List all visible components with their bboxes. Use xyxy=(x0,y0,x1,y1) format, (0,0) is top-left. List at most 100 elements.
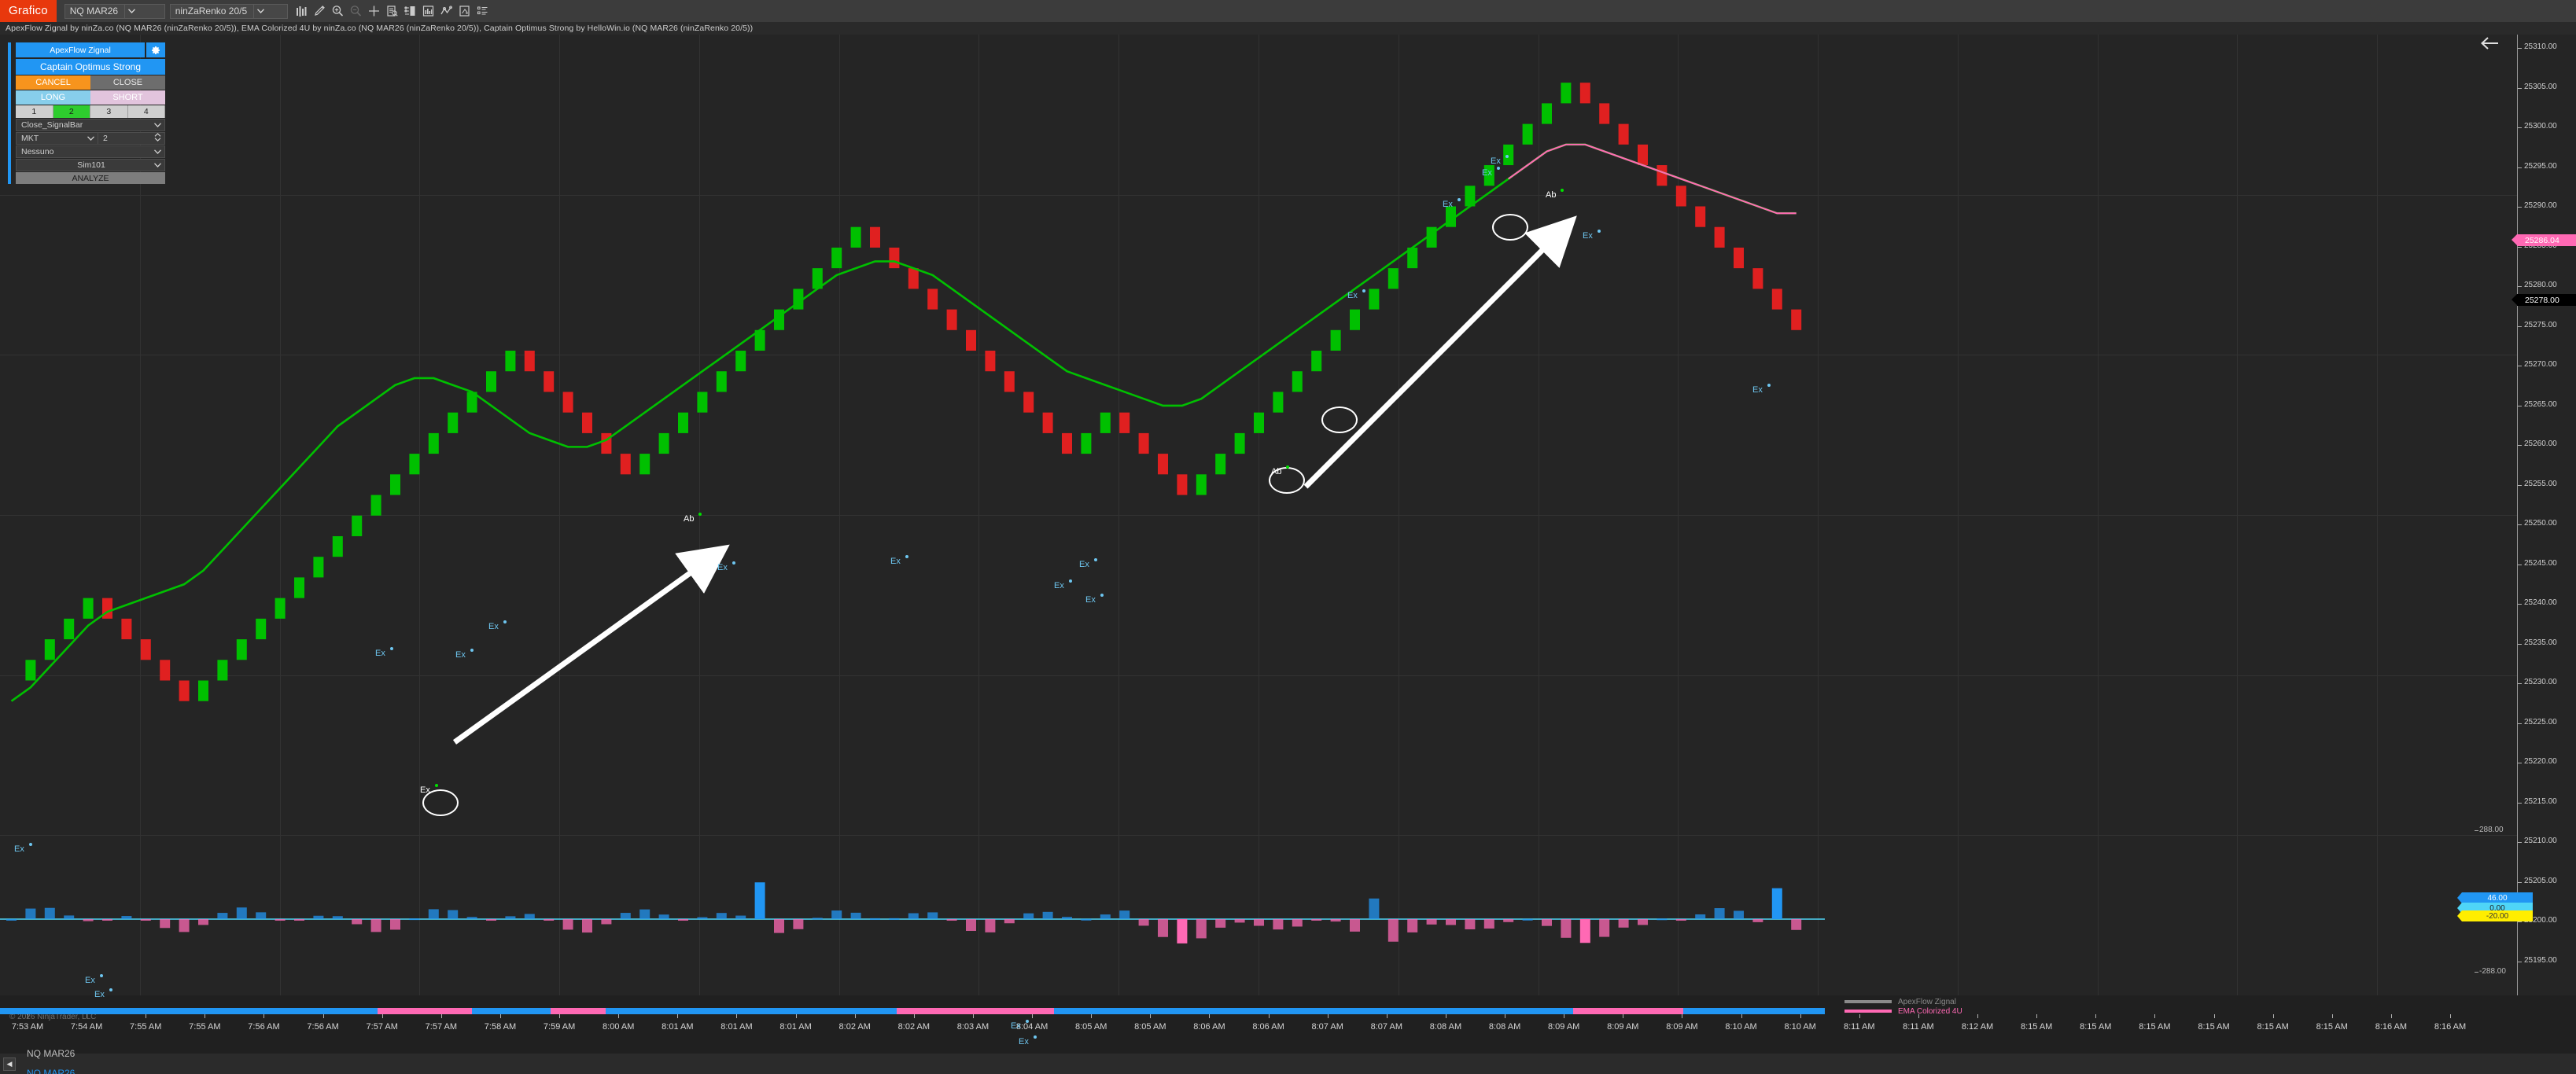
pencil-icon[interactable] xyxy=(311,2,329,20)
session-strip[interactable] xyxy=(0,1008,2576,1014)
price-tick-label: 25260.00 xyxy=(2524,440,2557,448)
indicator-bar xyxy=(812,918,823,920)
zoom-in-icon[interactable] xyxy=(329,2,347,20)
indicator-bar xyxy=(1675,919,1686,921)
indicator-bar xyxy=(831,910,842,919)
close-button[interactable]: CLOSE xyxy=(90,75,165,90)
time-tick-mark xyxy=(1209,1014,1211,1018)
instrument-selector[interactable]: NQ MAR26 xyxy=(64,3,165,19)
price-tick-label: 25230.00 xyxy=(2524,678,2557,686)
annot-ab: Ab xyxy=(1546,190,1557,200)
indicator-bar xyxy=(870,918,880,920)
renko-brick xyxy=(505,351,516,372)
time-tick-label: 8:02 AM xyxy=(838,1022,871,1032)
session-segment[interactable] xyxy=(472,1008,551,1014)
data-series-icon[interactable] xyxy=(383,2,401,20)
indicator-bar xyxy=(44,907,55,919)
renko-brick xyxy=(160,660,171,681)
short-button[interactable]: SHORT xyxy=(90,90,165,105)
indicator-bar xyxy=(620,913,631,919)
time-axis[interactable]: 7:53 AM 7:54 AM 7:55 AM 7:55 AM 7:56 AM 7:56 … xyxy=(0,1014,2576,1038)
stepper-arrows-icon[interactable] xyxy=(154,133,161,144)
time-tick-label: 8:15 AM xyxy=(2020,1022,2053,1032)
price-tick: 25280.00 xyxy=(2518,281,2557,289)
session-segment[interactable] xyxy=(606,1008,897,1014)
annot-ex: Ex xyxy=(1085,595,1096,605)
session-segment[interactable] xyxy=(1314,1008,1573,1014)
legend-label: EMA Colorized 4U xyxy=(1898,1006,1962,1016)
atm-template-value: Nessuno xyxy=(21,147,54,156)
order-type-select[interactable]: MKT xyxy=(16,132,98,145)
annot-ex: Ex xyxy=(488,622,499,631)
session-segment[interactable] xyxy=(1054,1008,1125,1014)
time-tick-mark xyxy=(2095,1014,2097,1018)
quantity-option-2[interactable]: 2 xyxy=(53,105,90,118)
time-tick-label: 8:09 AM xyxy=(1607,1022,1639,1032)
legend-label: ApexFlow Zignal xyxy=(1898,997,1956,1006)
time-tick-label: 7:53 AM xyxy=(11,1022,44,1032)
chevron-down-icon[interactable] xyxy=(253,4,267,18)
tab-nq-mar26-1[interactable]: NQ MAR26 xyxy=(27,1048,76,1059)
session-segment[interactable] xyxy=(897,1008,1054,1014)
indicator-bar xyxy=(294,919,304,921)
session-segment[interactable] xyxy=(1125,1008,1314,1014)
renko-brick xyxy=(812,268,823,289)
strategies-icon[interactable] xyxy=(437,2,455,20)
template-icon[interactable] xyxy=(455,2,474,20)
ema-line-alt xyxy=(1508,143,1797,215)
session-segment[interactable] xyxy=(1754,1008,1825,1014)
bars-icon[interactable] xyxy=(293,2,311,20)
renko-brick xyxy=(544,371,555,392)
renko-brick xyxy=(716,371,727,392)
cancel-button[interactable]: CANCEL xyxy=(16,75,90,90)
quantity-option-4[interactable]: 4 xyxy=(127,105,165,118)
quantity-option-1[interactable]: 1 xyxy=(16,105,53,118)
indicator-bar xyxy=(678,919,688,921)
signal-mode-select[interactable]: Close_SignalBar xyxy=(16,119,165,131)
tab-scroll-left-icon[interactable]: ◀ xyxy=(3,1057,16,1071)
chevron-down-icon[interactable] xyxy=(154,147,161,156)
renko-brick xyxy=(1196,474,1207,495)
quantity-option-3[interactable]: 3 xyxy=(90,105,128,118)
zoom-out-icon[interactable] xyxy=(347,2,365,20)
time-tick-label: 8:15 AM xyxy=(2257,1022,2289,1032)
indicator-bar xyxy=(1119,910,1130,919)
price-axis[interactable]: 25310.00 25305.00 25300.00 25295.00 25290.00… xyxy=(2512,35,2576,995)
properties-icon[interactable] xyxy=(401,2,419,20)
price-tick-label: 25225.00 xyxy=(2524,717,2557,726)
session-segment[interactable] xyxy=(0,1008,378,1014)
time-tick-label: 8:05 AM xyxy=(1134,1022,1166,1032)
annotation-dot xyxy=(1505,155,1509,158)
session-segment[interactable] xyxy=(1573,1008,1683,1014)
session-segment[interactable] xyxy=(378,1008,472,1014)
indicator-bar xyxy=(1369,898,1380,919)
tab-nq-mar26-2[interactable]: NQ MAR26 xyxy=(16,1064,86,1074)
chevron-down-icon[interactable] xyxy=(154,160,161,170)
chevron-down-icon[interactable] xyxy=(124,4,138,18)
list-icon[interactable] xyxy=(474,2,492,20)
indicators-icon[interactable] xyxy=(419,2,437,20)
time-tick-label: 7:59 AM xyxy=(543,1022,576,1032)
chevron-down-icon[interactable] xyxy=(87,134,94,143)
indicator-bar xyxy=(985,919,996,932)
crosshair-icon[interactable] xyxy=(365,2,383,20)
annot-ex: Ex xyxy=(375,649,385,658)
account-select[interactable]: Sim101 xyxy=(16,159,165,171)
indicator-bar xyxy=(1791,919,1802,930)
annotation-dot xyxy=(1767,384,1771,387)
gear-icon[interactable] xyxy=(146,42,165,57)
session-segment[interactable] xyxy=(1683,1008,1754,1014)
analyze-button[interactable]: ANALYZE xyxy=(16,172,165,184)
collapse-arrow-icon[interactable] xyxy=(2479,36,2500,54)
session-segment[interactable] xyxy=(551,1008,606,1014)
ema-line xyxy=(10,143,1797,702)
bartype-selector[interactable]: ninZaRenko 20/5 xyxy=(169,3,288,19)
order-quantity-stepper[interactable]: 2 xyxy=(98,132,165,145)
price-tick: 25215.00 xyxy=(2518,797,2557,806)
chevron-down-icon[interactable] xyxy=(154,120,161,130)
atm-template-select[interactable]: Nessuno xyxy=(16,145,165,158)
long-button[interactable]: LONG xyxy=(16,90,90,105)
order-entry-panel[interactable]: ApexFlow Zignal Captain Optimus Strong C… xyxy=(8,42,165,184)
renko-brick xyxy=(1234,432,1245,454)
chart-canvas[interactable]: Ex Ex Ex Ex Ex Ex Ex Ab Ex Ex Ex Ex Ex Ex Ex Ex Ex Ab Ex Ex… xyxy=(0,35,2517,1046)
